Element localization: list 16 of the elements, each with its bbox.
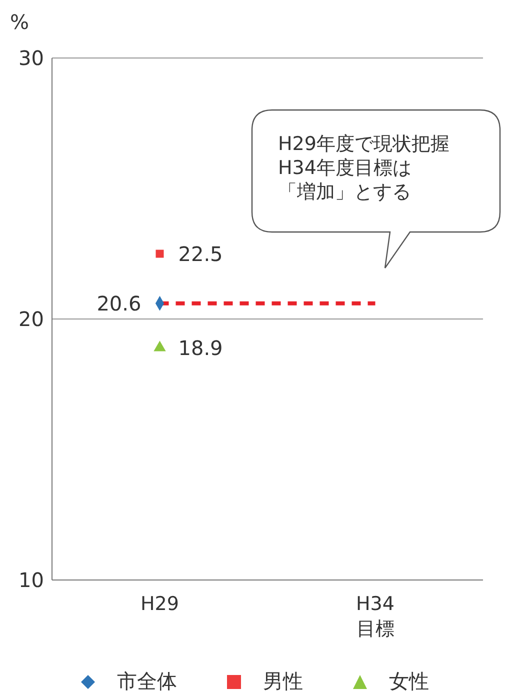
y-tick-label: 10 — [18, 568, 44, 592]
y-axis-title: % — [10, 10, 30, 34]
legend-label: 女性 — [389, 668, 429, 695]
annotation: 「増加」とする — [278, 180, 412, 204]
data-label: 22.5 — [178, 242, 223, 266]
annotation: H34年度目標は — [278, 156, 412, 180]
y-tick-label: 20 — [18, 307, 44, 332]
data-label: 20.6 — [96, 291, 142, 316]
speech-bubble: H29年度で現状把握 H34年度目標は 「増加」とする — [250, 108, 502, 270]
legend-label: 市全体 — [117, 668, 177, 695]
x-tick-label: H29 — [140, 593, 179, 615]
y-tick-label: 30 — [18, 46, 44, 70]
data-label: 18.9 — [178, 336, 223, 360]
legend-label: 男性 — [263, 668, 303, 695]
x-tick-label: H34 目標 — [356, 593, 394, 640]
annotation: H29年度で現状把握 — [278, 132, 450, 156]
